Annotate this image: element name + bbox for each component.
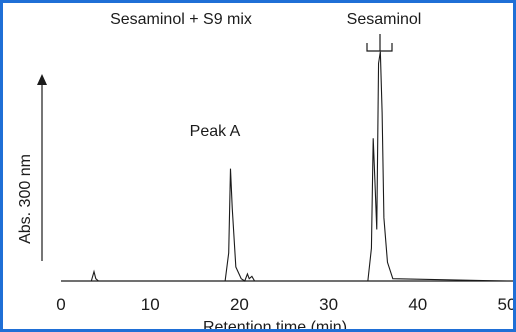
chart-title: Sesaminol + S9 mix xyxy=(110,11,252,28)
x-tick-label-20: 20 xyxy=(230,295,249,314)
x-tick-label-50: 50 xyxy=(498,295,516,314)
y-axis-arrowhead xyxy=(37,74,47,85)
x-tick-label-40: 40 xyxy=(408,295,427,314)
sesaminol-bracket xyxy=(366,34,393,52)
chromatogram-trace-1 xyxy=(61,51,508,282)
x-tick-label-0: 0 xyxy=(56,295,65,314)
chromatogram-chart: Sesaminol + S9 mix Sesaminol Abs. 300 nm… xyxy=(17,11,516,332)
sesaminol-label: Sesaminol xyxy=(347,11,422,28)
x-axis-ticks: 0 10 20 30 40 50 xyxy=(56,295,516,314)
x-tick-label-30: 30 xyxy=(319,295,338,314)
x-axis-title: Retention time (min) xyxy=(203,319,347,332)
y-axis-indicator xyxy=(37,74,47,261)
peak-a-label: Peak A xyxy=(190,123,241,140)
y-axis-title: Abs. 300 nm xyxy=(17,154,34,244)
x-tick-label-10: 10 xyxy=(141,295,160,314)
chart-traces xyxy=(61,51,508,282)
